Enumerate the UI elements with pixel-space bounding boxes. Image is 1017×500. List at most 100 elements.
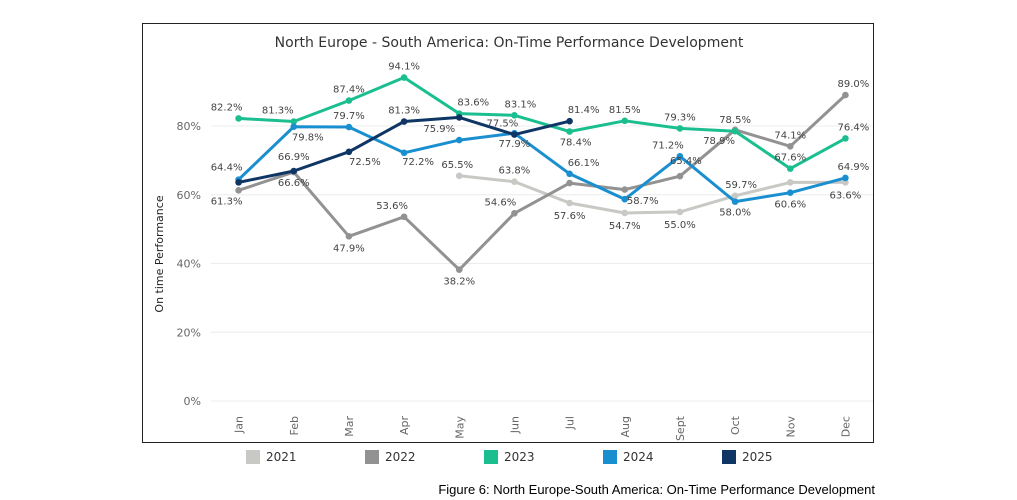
label-2024-dec: 64.9% (838, 162, 870, 173)
point-2022-jul[interactable] (566, 179, 573, 187)
line-chart: North Europe - South America: On-Time Pe… (153, 35, 873, 441)
point-2024-dec[interactable] (842, 174, 849, 182)
point-2023-dec[interactable] (842, 135, 849, 142)
label-2023-nov: 67.6% (774, 153, 806, 164)
point-2021-jun[interactable] (511, 178, 518, 185)
point-2025-apr[interactable] (400, 118, 408, 125)
point-2023-jun[interactable] (511, 112, 518, 119)
label-2025-apr: 81.3% (388, 106, 420, 117)
x-tick-mar: Mar (343, 416, 356, 437)
legend-label-2023: 2023 (504, 450, 535, 464)
chart-frame: North Europe - South America: On-Time Pe… (142, 23, 874, 443)
point-2023-mar[interactable] (345, 97, 353, 104)
point-2025-may[interactable] (455, 114, 463, 121)
label-2025-mar: 72.5% (349, 157, 381, 168)
label-2024-aug: 58.7% (627, 196, 659, 207)
point-2022-may[interactable] (455, 266, 463, 273)
point-2024-oct[interactable] (731, 198, 739, 205)
label-2025-feb: 66.9% (278, 152, 310, 163)
label-2022-mar: 47.9% (333, 243, 365, 254)
label-2021-dec: 63.6% (830, 190, 862, 201)
label-2022-dec: 89.0% (838, 79, 870, 90)
legend-label-2022: 2022 (385, 450, 416, 464)
x-tick-feb: Feb (288, 416, 301, 435)
y-tick-0: 0% (184, 395, 201, 408)
point-2022-jun[interactable] (511, 210, 518, 217)
legend: 2021 2022 2023 2024 2025 (246, 448, 841, 466)
point-2024-nov[interactable] (786, 189, 794, 196)
point-2021-nov[interactable] (786, 179, 794, 186)
point-2021-aug[interactable] (621, 209, 629, 217)
point-2021-may[interactable] (455, 172, 463, 180)
legend-item-2022[interactable]: 2022 (365, 448, 484, 466)
point-2022-aug[interactable] (621, 186, 629, 193)
point-2024-sept[interactable] (676, 152, 684, 160)
point-2024-jul[interactable] (566, 170, 573, 178)
point-2024-feb[interactable] (290, 123, 298, 130)
legend-label-2021: 2021 (266, 450, 297, 464)
point-2022-sept[interactable] (676, 172, 684, 180)
legend-swatch-2022 (365, 450, 379, 464)
point-2025-jun[interactable] (511, 131, 518, 138)
x-tick-sept: Sept (674, 415, 687, 441)
point-2023-sept[interactable] (676, 125, 684, 132)
series-line-2023 (238, 76, 847, 171)
legend-swatch-2025 (722, 450, 736, 464)
point-2023-apr[interactable] (400, 74, 408, 81)
label-2024-oct: 58.0% (719, 208, 751, 219)
series-lines (235, 74, 849, 273)
point-2022-apr[interactable] (400, 213, 408, 221)
point-2025-jan[interactable] (235, 179, 242, 186)
point-2024-apr[interactable] (400, 149, 408, 157)
label-2022-jun: 54.6% (485, 197, 517, 208)
point-2022-jan[interactable] (235, 186, 242, 194)
point-2022-dec[interactable] (842, 91, 849, 99)
label-2023-sept: 79.3% (664, 112, 696, 123)
x-tick-dec: Dec (839, 416, 852, 437)
x-tick-jul: Jul (564, 416, 577, 430)
point-2022-nov[interactable] (786, 142, 794, 150)
y-tick-labels: 0% 20% 40% 60% 80% (177, 120, 201, 408)
chart-title: North Europe - South America: On-Time Pe… (275, 35, 744, 51)
label-2021-jul: 57.6% (554, 211, 586, 222)
point-2022-mar[interactable] (345, 233, 353, 240)
point-2023-jan[interactable] (235, 115, 242, 122)
data-labels: 65.5% 63.8% 57.6% 54.7% 55.0% 59.7% 63.6% 61.3%… (211, 62, 870, 288)
label-2023-jul: 78.4% (560, 138, 592, 149)
label-2021-oct: 59.7% (725, 180, 757, 191)
point-2023-aug[interactable] (621, 117, 629, 125)
point-2023-jul[interactable] (566, 128, 573, 135)
point-2024-aug[interactable] (621, 195, 629, 203)
label-2022-feb: 66.6% (278, 178, 310, 189)
label-2023-jan: 82.2% (211, 102, 243, 113)
series-line-2024 (237, 125, 846, 204)
legend-item-2023[interactable]: 2023 (484, 448, 603, 466)
label-2022-jan: 61.3% (211, 196, 243, 207)
point-2025-feb[interactable] (290, 167, 298, 175)
legend-item-2021[interactable]: 2021 (246, 448, 365, 466)
point-2025-jul[interactable] (566, 117, 573, 125)
point-2024-mar[interactable] (345, 123, 353, 131)
label-2023-oct: 78.5% (719, 115, 751, 126)
legend-item-2024[interactable]: 2024 (603, 448, 722, 466)
legend-item-2025[interactable]: 2025 (722, 448, 841, 466)
point-2021-sept[interactable] (676, 208, 684, 216)
x-tick-jan: Jan (233, 416, 246, 434)
point-2024-may[interactable] (455, 136, 463, 144)
point-2023-feb[interactable] (290, 118, 298, 125)
label-2024-sept: 71.2% (652, 140, 684, 151)
legend-swatch-2023 (484, 450, 498, 464)
label-2023-apr: 94.1% (388, 62, 420, 73)
point-2021-oct[interactable] (731, 192, 739, 200)
point-2023-oct[interactable] (731, 127, 739, 135)
y-tick-80: 80% (177, 120, 201, 133)
series-line-2021 (459, 174, 846, 215)
point-2021-jul[interactable] (566, 199, 573, 207)
label-2024-feb: 79.8% (292, 133, 324, 144)
y-tick-20: 20% (177, 326, 201, 339)
label-2023-dec: 76.4% (838, 122, 870, 133)
label-2022-oct: 78.9% (703, 136, 735, 147)
point-2025-mar[interactable] (345, 148, 353, 156)
point-2023-nov[interactable] (786, 165, 794, 172)
label-2024-apr: 72.2% (402, 157, 434, 168)
